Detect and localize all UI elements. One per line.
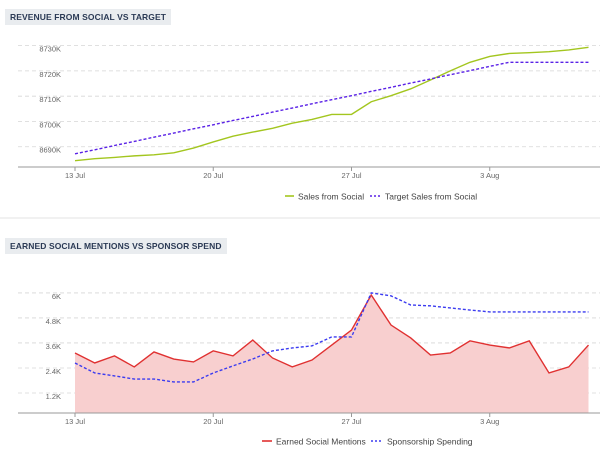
x-tick-label: 3 Aug [480, 417, 499, 426]
x-tick-label: 13 Jul [65, 417, 85, 426]
y-tick-label: 8710K [39, 95, 61, 104]
series-line [74, 293, 590, 374]
x-tick-label: 27 Jul [341, 417, 361, 426]
x-tick-label: 20 Jul [203, 171, 223, 180]
series-line [74, 292, 589, 383]
y-tick-label: 3.6K [46, 342, 61, 351]
y-tick-label: 6K [52, 292, 61, 301]
chart-title: EARNED SOCIAL MENTIONS VS SPONSOR SPEND [5, 238, 227, 254]
legend-label: Target Sales from Social [385, 191, 477, 201]
y-tick-label: 2.4K [46, 367, 61, 376]
y-tick-label: 8690K [39, 146, 61, 155]
area [75, 295, 589, 413]
x-tick-label: 27 Jul [341, 171, 361, 180]
series-line [74, 46, 589, 162]
chart-title: REVENUE FROM SOCIAL VS TARGET [5, 9, 172, 25]
legend-label: Sales from Social [298, 191, 364, 201]
y-tick-label: 4.8K [46, 317, 61, 326]
y-tick-label: 8730K [39, 45, 61, 54]
x-tick-label: 13 Jul [65, 171, 85, 180]
y-tick-label: 8700K [39, 120, 61, 129]
legend-label: Sponsorship Spending [387, 436, 473, 446]
y-tick-label: 1.2K [46, 392, 61, 401]
legend-label: Earned Social Mentions [276, 436, 366, 446]
x-tick-label: 3 Aug [480, 171, 499, 180]
series-line [74, 61, 589, 155]
x-tick-label: 20 Jul [203, 417, 223, 426]
y-tick-label: 8720K [39, 70, 61, 79]
